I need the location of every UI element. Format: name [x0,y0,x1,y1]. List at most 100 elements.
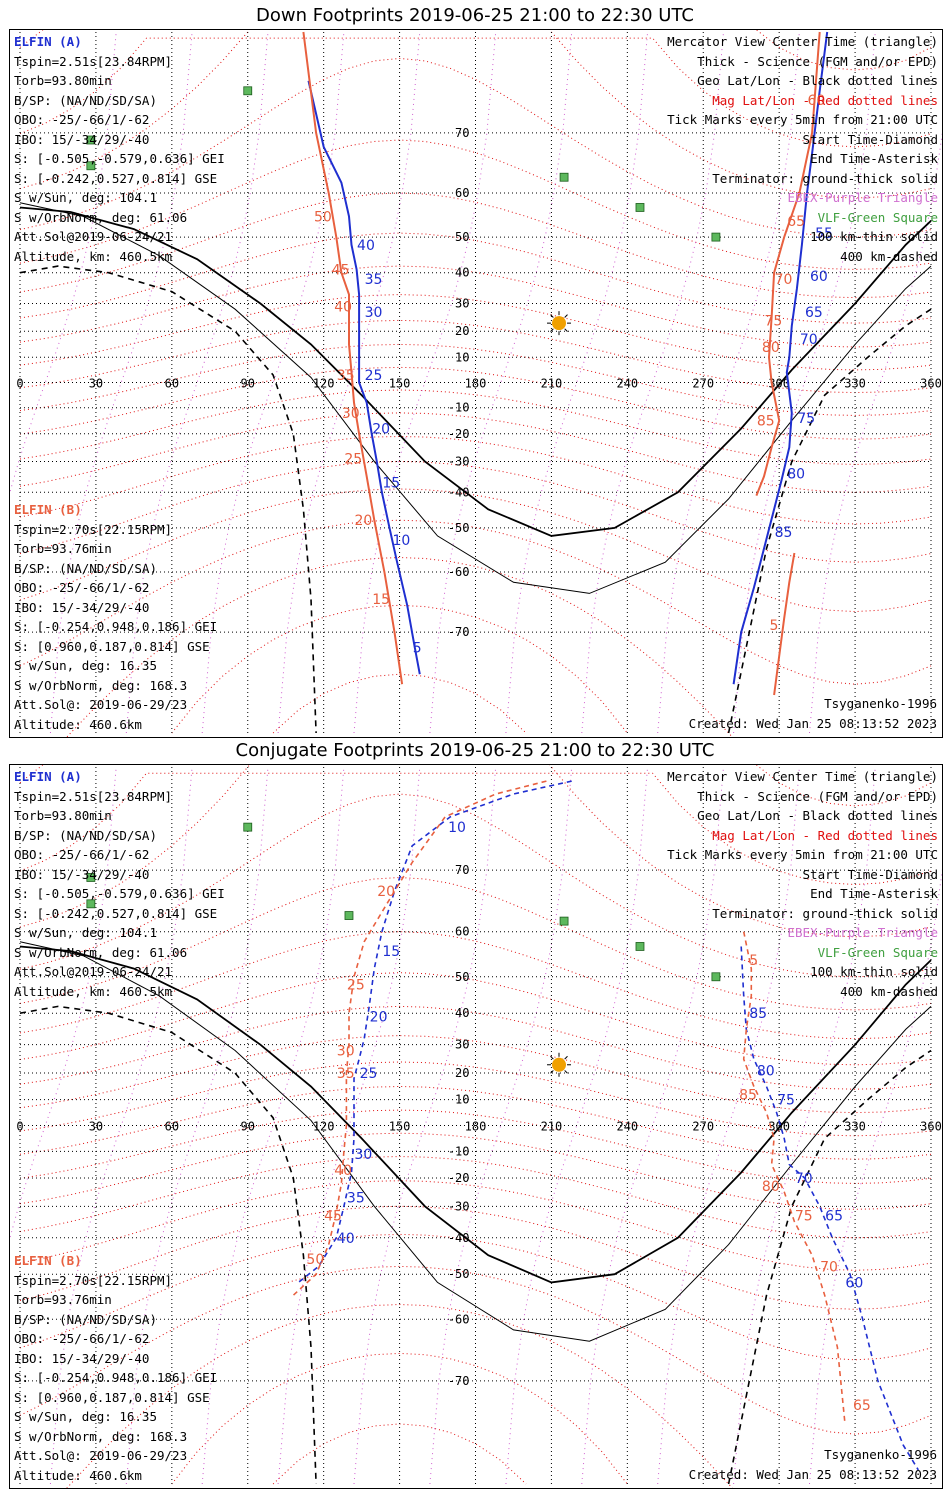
lat-tick-label: -20 [448,1171,470,1185]
lon-tick-label: 90 [241,1120,255,1134]
legend-item: VLF-Green Square [817,209,938,225]
terminator-thin [19,202,932,594]
time-tick-label: 30 [365,305,383,321]
lat-tick-label: 60 [455,925,469,939]
time-tick-label: 40 [334,1163,352,1179]
info-line: Tspin=2.70s[22.15RPM] [14,521,173,537]
lon-tick-label: 0 [16,377,23,391]
vlf-station-marker [559,172,569,182]
elfin-a-info: ELFIN (A) Tspin=2.51s[23.84RPM] Torb=93.… [14,32,225,266]
mag-lat-line [19,319,932,394]
time-tick-label: 60 [845,1275,863,1291]
time-tick-label: 5 [413,641,422,657]
lon-tick-label: 330 [844,377,866,391]
lon-tick-label: 270 [692,1120,714,1134]
time-tick-label: 5 [770,618,779,634]
vlf-station-marker [86,899,96,909]
terminator-thick [19,945,932,1284]
lon-tick-label: 150 [389,1120,411,1134]
footprint-track [307,80,421,675]
info-line: Altitude, km: 460.5km [14,248,173,264]
time-tick-label: 50 [314,209,332,225]
mag-lat-line [19,765,932,938]
info-line: S: [-0.505,-0.579,0.636] GEI [14,886,225,901]
time-tick-label: 70 [820,1259,838,1275]
info-line: S w/OrbNorm, deg: 168.3 [14,677,188,693]
lat-tick-label: 70 [455,126,469,140]
lat-tick-label: 70 [455,863,469,877]
time-tick-label: 35 [337,368,355,384]
info-line: B/SP: (NA/ND/SD/SA) [14,1311,157,1327]
time-tick-label: 30 [342,406,360,422]
terminator-thin [19,941,932,1342]
time-tick-label: 25 [347,978,365,994]
legend-item: Thick - Science (FGM and/or EPD) [697,788,938,804]
time-tick-label: 85 [775,525,793,541]
vlf-station-marker [635,942,645,951]
time-tick-label: 30 [337,1044,355,1060]
lat-tick-label: -20 [448,427,470,441]
vlf-station-marker [711,232,721,242]
time-tick-label: 40 [357,238,375,254]
legend-item: 100 km-thin solid [810,229,938,244]
time-tick-label: 80 [787,466,805,482]
mag-lat-line [19,931,932,1040]
time-tick-label: 70 [800,332,818,348]
info-line: S w/Sun, deg: 104.1 [14,190,157,205]
time-tick-label: 15 [382,476,400,492]
mag-lat-line [19,57,932,238]
info-line: OBO: -25/-66/1/-62 [14,1331,150,1346]
footprint-track [742,931,846,1424]
lon-tick-label: 210 [541,377,563,391]
lat-tick-label: 40 [455,266,469,280]
mag-lat-line [66,556,733,737]
info-line: IBO: 15/-34/29/-40 [14,599,150,615]
conjugate-footprints-map-panel: 0 30 60 90 120 150 180 210 240 270 300 330 360 70 60 50… [9,764,943,1489]
time-tick-label: 5 [749,953,758,969]
time-tick-label: 15 [382,944,400,960]
info-line: Tspin=2.51s[23.84RPM] [14,53,173,69]
footprint-track [773,552,796,696]
time-tick-label: 25 [365,368,383,384]
mag-lat-line [19,1005,932,1090]
info-line: Att.Sol@2019-06-24/21 [14,964,173,979]
lon-tick-label: 270 [692,377,714,391]
mag-lat-line [19,232,932,324]
lat-tick-label: 60 [455,186,469,200]
mag-lat-line [19,1085,932,1160]
info-line: S w/OrbNorm, deg: 168.3 [14,1428,188,1444]
vlf-station-marker [243,86,253,96]
legend-item: End Time-Asterisk [810,151,938,166]
time-tick-label: 65 [805,305,823,321]
info-line: OBO: -25/-66/1/-62 [14,112,150,127]
sun-ray [564,328,568,332]
sun-ray [564,1055,568,1060]
time-tick-label: 10 [392,533,410,549]
legend-item: Geo Lat/Lon - Black dotted lines [697,808,938,823]
info-line: S: [0.960,0.187,0.814] GSE [14,638,210,654]
mag-lat-line [66,1303,733,1488]
mercator-map: 0 30 60 90 120 150 180 210 240 270 300 330 360706050… [10,765,942,1488]
legend-item: 400 km-dashed [840,248,938,264]
chart-title: Down Footprints 2019-06-25 21:00 to 22:3… [256,5,694,26]
mag-lat-line [272,1423,527,1485]
lon-tick-label: 90 [241,377,255,391]
map-legend: Mercator View Center Time (triangle) Thi… [667,32,938,266]
info-line: B/SP: (NA/ND/SD/SA) [14,92,157,108]
created-timestamp: Created: Wed Jan 25 08:13:52 2023 [688,1467,937,1482]
time-tick-label: 85 [757,414,775,430]
footprint-track [297,780,572,1284]
time-tick-label: 85 [749,1006,767,1022]
legend-item: Mercator View Center Time (triangle) [667,769,938,784]
time-tick-label: 45 [332,262,350,278]
footprint-track [302,31,404,685]
info-line: S: [-0.242,0.527,0.814] GSE [14,170,218,186]
lat-tick-label: -40 [448,1231,470,1245]
time-tick-label: 55 [815,226,833,242]
sun-ray [550,328,554,332]
time-tick-label: 10 [448,820,466,836]
footprint-track [732,31,829,685]
terminator-dashed [727,308,932,734]
time-tick-label: 75 [777,1093,795,1109]
legend-item: Mag Lat/Lon - Red dotted lines [712,827,938,843]
